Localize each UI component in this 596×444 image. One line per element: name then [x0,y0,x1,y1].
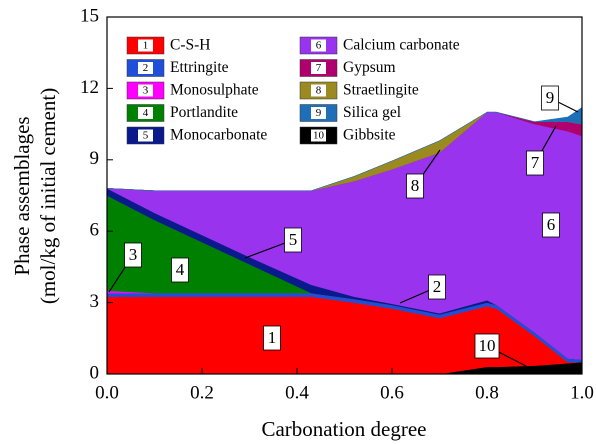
x-tick-label: 0.8 [475,382,499,403]
legend-label: Gibbsite [343,127,396,144]
y-tick-label: 15 [80,5,99,26]
legend-number-box [138,39,153,52]
y-axis-label: Phase assemblages [10,116,34,275]
legend-number: 8 [316,85,322,97]
x-tick-label: 0.6 [380,382,404,403]
annotation-label: 4 [176,260,185,279]
annotation-label: 5 [289,230,298,249]
plot-frame [106,16,583,375]
legend-number-box [311,107,326,119]
annotation-box [474,333,500,359]
x-tick-label: 0.4 [285,382,309,403]
legend-number: 1 [143,40,149,52]
annotation-box [263,325,281,351]
x-tick-label: 0.0 [95,382,119,403]
legend-number: 3 [143,85,149,97]
legend-number-box [311,129,326,142]
legend-number: 2 [143,62,149,74]
y-tick-label: 9 [90,148,100,169]
legend-number: 10 [313,130,325,142]
legend-label: Straetlingite [343,82,419,99]
annotation-box [428,274,446,300]
legend-number-box [311,39,326,52]
annotation-label: 2 [433,277,442,296]
legend-number-box [138,84,153,97]
legend-label: Calcium carbonate [343,37,460,54]
annotation-box [124,242,142,268]
annotation-box [171,257,189,283]
legend-label: Gypsum [343,59,396,76]
annotation-label: 7 [531,153,540,172]
y-tick-label: 6 [90,220,100,241]
legend-label: C-S-H [170,37,210,54]
annotation-box [542,212,560,238]
legend-number-box [311,84,326,97]
annotation-label: 10 [479,336,496,355]
annotation-label: 9 [546,88,555,107]
legend-number: 5 [143,130,149,142]
legend-number: 6 [316,40,322,52]
annotation-label: 8 [411,176,420,195]
annotation-box [541,85,559,111]
legend-label: Monosulphate [170,82,259,99]
legend-label: Portlandite [170,104,238,121]
y-tick-label: 3 [90,291,100,312]
annotation-box [526,150,544,176]
legend-number-box [311,62,326,74]
legend-label: Monocarbonate [170,127,267,144]
legend-label: Ettringite [170,59,229,76]
legend-label: Silica gel [343,104,401,121]
y-tick-label: 0 [90,362,100,383]
annotation-label: 3 [129,245,138,264]
annotation-box [284,227,302,253]
x-axis-label: Carbonation degree [261,417,426,441]
legend-number: 4 [143,107,149,119]
annotation-label: 6 [547,215,556,234]
legend-number: 7 [316,62,322,74]
legend-number-box [138,129,153,142]
x-tick-label: 0.2 [190,382,214,403]
x-tick-label: 1.0 [570,382,594,403]
y-axis-label: (mol/kg of initial cement) [36,88,60,304]
legend-number-box [138,62,153,74]
y-tick-label: 12 [80,77,99,98]
annotation-box [406,173,424,199]
legend-number: 9 [316,107,322,119]
legend-number-box [138,107,153,119]
annotation-label: 1 [268,328,277,347]
